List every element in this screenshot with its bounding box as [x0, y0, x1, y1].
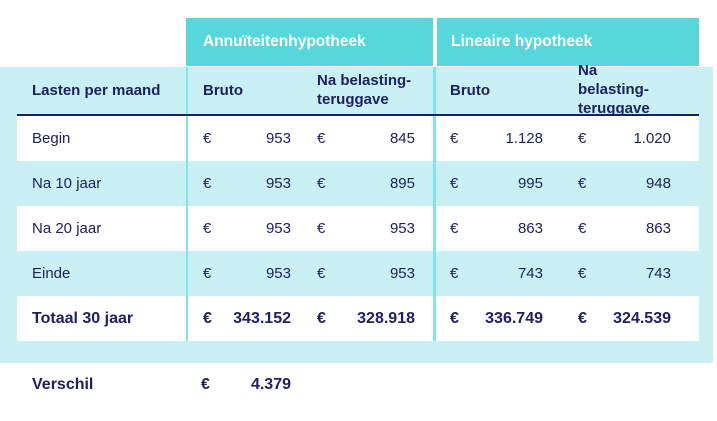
row-label: Begin: [32, 130, 71, 147]
currency-symbol: €: [203, 309, 212, 327]
cell-value: 895: [389, 175, 415, 192]
cell-value: 324.539: [613, 309, 671, 327]
cell-value: 845: [389, 130, 415, 147]
difference-value: 4.379: [250, 376, 291, 393]
cell-value: 863: [645, 220, 671, 237]
comparison-table: Lasten per maand Bruto Na belasting-teru…: [17, 62, 699, 341]
cell-value: 863: [517, 220, 543, 237]
currency-symbol: €: [203, 220, 212, 237]
cell-lineair-nabelasting: € 743: [554, 251, 699, 296]
currency-symbol: €: [578, 265, 587, 282]
column-header-bruto-annuiteiten: Bruto: [186, 67, 300, 114]
cell-lineair-nabelasting: € 863: [554, 206, 699, 251]
column-header-bruto-lineair: Bruto: [433, 67, 554, 114]
cell-value: 953: [265, 175, 291, 192]
difference-row: Verschil € 4.379: [17, 371, 699, 399]
currency-symbol: €: [450, 175, 459, 192]
cell-lineair-nabelasting: € 1.020: [554, 116, 699, 161]
cell-value: 343.152: [233, 309, 291, 327]
cell-annuiteiten-bruto: € 953: [186, 161, 300, 206]
currency-symbol: €: [203, 265, 212, 282]
currency-symbol: €: [578, 175, 587, 192]
cell-value: 1.128: [505, 130, 543, 147]
group-header-lineaire-hypotheek: Lineaire hypotheek: [437, 18, 699, 66]
cell-lineair-nabelasting: € 948: [554, 161, 699, 206]
cell-annuiteiten-bruto: € 953: [186, 251, 300, 296]
cell-annuiteiten-nabelasting: € 953: [300, 251, 433, 296]
column-header-row: Lasten per maand Bruto Na belasting-teru…: [17, 62, 699, 117]
cell-value: 953: [265, 265, 291, 282]
difference-label: Verschil: [32, 376, 94, 393]
cell-value: 953: [389, 220, 415, 237]
cell-value: 948: [645, 175, 671, 192]
currency-symbol: €: [317, 220, 326, 237]
currency-symbol: €: [450, 309, 459, 327]
currency-symbol: €: [578, 130, 587, 147]
currency-symbol: €: [317, 265, 326, 282]
row-label: Einde: [32, 265, 71, 282]
row-label: Totaal 30 jaar: [32, 309, 134, 327]
row-label: Na 10 jaar: [32, 175, 102, 192]
currency-symbol: €: [203, 175, 212, 192]
cell-value: 743: [517, 265, 543, 282]
table-row-na-10-jaar: Na 10 jaar € 953 € 895 € 995 € 948: [17, 161, 699, 206]
cell-annuiteiten-nabelasting: € 845: [300, 116, 433, 161]
cell-value: 336.749: [485, 309, 543, 327]
cell-annuiteiten-nabelasting-totaal: € 328.918: [300, 296, 433, 341]
cell-annuiteiten-nabelasting: € 895: [300, 161, 433, 206]
cell-annuiteiten-bruto: € 953: [186, 116, 300, 161]
cell-value: 995: [517, 175, 543, 192]
currency-symbol: €: [450, 130, 459, 147]
row-label: Na 20 jaar: [32, 220, 102, 237]
currency-symbol: €: [578, 309, 587, 327]
cell-lineair-bruto-totaal: € 336.749: [433, 296, 554, 341]
currency-symbol: €: [450, 220, 459, 237]
cell-lineair-bruto: € 863: [433, 206, 554, 251]
currency-symbol: €: [201, 376, 210, 393]
group-header-annuiteiten-label: Annuïteitenhypotheek: [203, 33, 366, 50]
cell-lineair-bruto: € 1.128: [433, 116, 554, 161]
cell-value: 953: [265, 220, 291, 237]
currency-symbol: €: [203, 130, 212, 147]
cell-lineair-nabelasting-totaal: € 324.539: [554, 296, 699, 341]
difference-amount: € 4.379: [186, 376, 300, 394]
currency-symbol: €: [317, 130, 326, 147]
group-header-annuiteitenhypotheek: Annuïteitenhypotheek: [186, 18, 433, 66]
currency-symbol: €: [450, 265, 459, 282]
cell-value: 743: [645, 265, 671, 282]
currency-symbol: €: [317, 175, 326, 192]
column-header-nabelasting-lineair: Na belasting-teruggave: [578, 62, 650, 117]
table-row-einde: Einde € 953 € 953 € 743 € 743: [17, 251, 699, 296]
column-header-nabelasting-annuiteiten: Na belasting-teruggave: [317, 71, 412, 108]
group-header-lineair-label: Lineaire hypotheek: [451, 33, 593, 50]
cell-annuiteiten-bruto: € 953: [186, 206, 300, 251]
cell-lineair-bruto: € 995: [433, 161, 554, 206]
table-row-totaal-30-jaar: Totaal 30 jaar € 343.152 € 328.918 € 336…: [17, 296, 699, 341]
cell-annuiteiten-nabelasting: € 953: [300, 206, 433, 251]
table-row-na-20-jaar: Na 20 jaar € 953 € 953 € 863 € 863: [17, 206, 699, 251]
currency-symbol: €: [578, 220, 587, 237]
column-header-lasten-per-maand: Lasten per maand: [32, 82, 161, 99]
cell-value: 328.918: [357, 309, 415, 327]
cell-annuiteiten-bruto-totaal: € 343.152: [186, 296, 300, 341]
currency-symbol: €: [317, 309, 326, 327]
cell-value: 953: [389, 265, 415, 282]
table-row-begin: Begin € 953 € 845 € 1.128 € 1.020: [17, 116, 699, 161]
cell-value: 1.020: [633, 130, 671, 147]
cell-value: 953: [265, 130, 291, 147]
cell-lineair-bruto: € 743: [433, 251, 554, 296]
